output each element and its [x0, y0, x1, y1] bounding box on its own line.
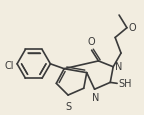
Text: O: O	[88, 37, 95, 47]
Text: S: S	[65, 101, 71, 111]
Text: Cl: Cl	[5, 60, 14, 70]
Text: O: O	[129, 23, 137, 32]
Text: SH: SH	[118, 79, 132, 89]
Text: N: N	[92, 92, 99, 102]
Text: N: N	[115, 61, 123, 71]
